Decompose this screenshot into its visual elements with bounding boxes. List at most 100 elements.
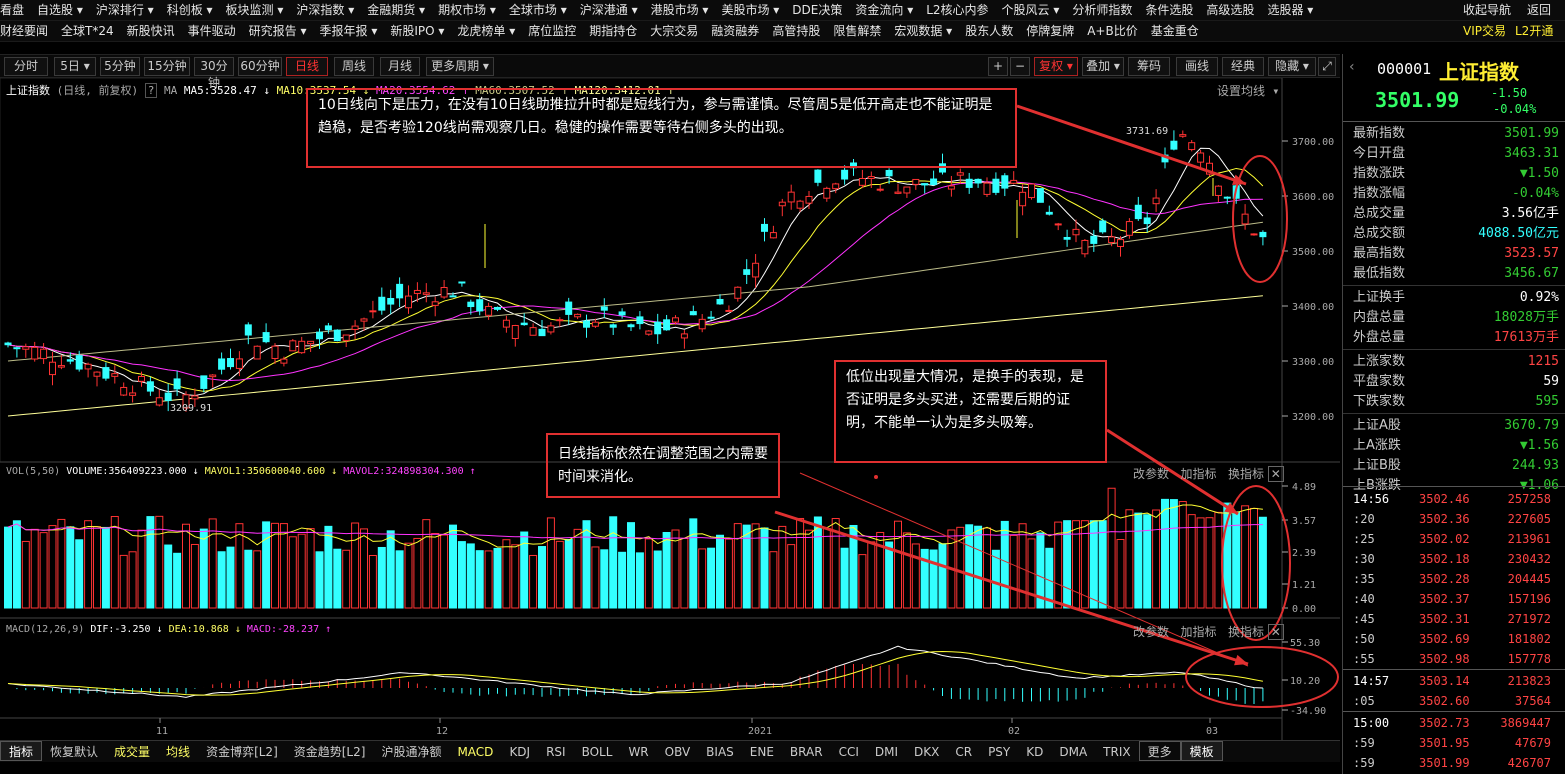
menu-item[interactable]: L2核心内参 [926,3,989,17]
indicator-tab[interactable]: 资金博弈[L2] [206,745,278,759]
menu-item[interactable]: A+B比价 [1087,24,1138,38]
indicator-tab[interactable]: DKX [914,745,940,759]
period-button[interactable]: 5分钟 [100,57,140,76]
indicator-tab[interactable]: OBV [664,745,691,759]
menu-item[interactable]: DDE决策 [792,3,843,17]
menu-item[interactable]: 宏观数据 ▾ [894,24,953,38]
menu-item[interactable]: 大宗交易 [650,24,699,38]
help-icon[interactable]: ? [144,83,158,98]
toolbar-right-button[interactable]: 隐藏 ▾ [1268,57,1316,76]
menu-item[interactable]: 全球T*24 [61,24,114,38]
indicator-tab[interactable]: 均线 [166,745,191,759]
toolbar-right-button[interactable]: − [1010,57,1030,76]
menu-item[interactable]: 高级选股 [1206,3,1255,17]
indicator-tab[interactable]: BOLL [581,745,613,759]
menu-item[interactable]: 沪深排行 ▾ [95,3,154,17]
menu-item[interactable]: 新股IPO ▾ [390,24,445,38]
period-button[interactable]: 60分钟 [238,57,282,76]
menu-item[interactable]: 看盘 [0,3,25,17]
menu-item[interactable]: 资金流向 ▾ [855,3,914,17]
menu-item[interactable]: 选股器 ▾ [1267,3,1314,17]
menu-item[interactable]: 新股快讯 [126,24,175,38]
indicator-tab[interactable]: 成交量 [114,745,151,759]
period-button[interactable]: 月线 [380,57,420,76]
indicator-tab[interactable]: MACD [457,745,494,759]
close-icon[interactable]: ✕ [1267,624,1284,640]
indicator-tab[interactable]: 沪股通净额 [381,745,442,759]
menu-item[interactable]: 期权市场 ▾ [438,3,496,17]
menu-item[interactable]: 返回 [1527,3,1552,17]
menu-item[interactable]: 限售解禁 [833,24,882,38]
menu-item[interactable]: 个股风云 ▾ [1001,3,1060,17]
period-button[interactable]: 30分钟 [194,57,234,90]
vol-switch-indicator-button[interactable]: 换指标 [1227,467,1264,481]
indicator-tab[interactable]: 指标 [0,741,43,761]
indicator-tab[interactable]: TRIX [1103,745,1131,759]
period-button[interactable]: 更多周期 ▾ [426,57,494,76]
toolbar-right-button[interactable]: 筹码 [1128,57,1170,76]
menu-item[interactable]: 期指持仓 [589,24,638,38]
indicator-tab[interactable]: RSI [546,745,566,759]
vol-add-indicator-button[interactable]: 加指标 [1180,467,1217,481]
indicator-tab[interactable]: BRAR [789,745,823,759]
menu-item[interactable]: 融资融券 [711,24,760,38]
indicator-tab[interactable]: BIAS [706,745,734,759]
indicator-tab[interactable]: 恢复默认 [50,745,99,759]
menu-item[interactable]: 高管持股 [772,24,821,38]
indicator-tab[interactable]: DMA [1059,745,1088,759]
indicator-tab[interactable]: KDJ [509,745,531,759]
menu-item[interactable]: 全球市场 ▾ [508,3,567,17]
period-button[interactable]: 日线 [286,57,328,76]
menu-item[interactable]: 季报年报 ▾ [319,24,378,38]
indicator-tab[interactable]: 更多 [1138,741,1181,761]
menu-item[interactable]: 收起导航 [1463,3,1512,17]
toolbar-right-button[interactable]: 复权 ▾ [1034,57,1078,76]
period-button[interactable]: 周线 [334,57,374,76]
period-button[interactable]: 5日 ▾ [54,57,96,76]
indicator-tab[interactable]: CR [955,745,973,759]
indicator-tab[interactable]: KD [1026,745,1044,759]
macd-edit-params-button[interactable]: 改参数 [1133,625,1170,639]
menu-item[interactable]: 分析师指数 [1072,3,1133,17]
menu-item[interactable]: 科创板 ▾ [166,3,213,17]
menu-item[interactable]: 停牌复牌 [1026,24,1075,38]
indicator-tab[interactable]: 模板 [1180,741,1223,761]
vol-edit-params-button[interactable]: 改参数 [1133,467,1170,481]
menu-item[interactable]: L2开通 [1515,24,1554,38]
menu-item[interactable]: 港股市场 ▾ [650,3,709,17]
kline-chart[interactable]: 3700.00 3600.00 3500.00 3400.00 3300.00 3200.… [0,78,1340,740]
chevron-left-icon[interactable]: ‹ [1349,59,1355,75]
toolbar-right-button[interactable]: 经典 [1222,57,1264,76]
menu-item[interactable]: 研究报告 ▾ [248,24,307,38]
toolbar-right-button[interactable]: 画线 [1176,57,1218,76]
close-icon[interactable]: ✕ [1267,466,1284,482]
menu-item[interactable]: 事件驱动 [187,24,236,38]
menu-item[interactable]: 基金重仓 [1150,24,1199,38]
indicator-tab[interactable]: ENE [749,745,774,759]
period-button[interactable]: 分时 [4,57,48,76]
ma-settings-button[interactable]: 设置均线 ▾ [1217,84,1280,98]
menu-item[interactable]: 金融期货 ▾ [367,3,426,17]
fullscreen-icon[interactable]: ⤢ [1318,57,1336,76]
macd-add-indicator-button[interactable]: 加指标 [1180,625,1217,639]
menu-item[interactable]: 板块监测 ▾ [225,3,284,17]
menu-item[interactable]: 沪深港通 ▾ [579,3,638,17]
indicator-tab[interactable]: DMI [874,745,898,759]
indicator-tab[interactable]: PSY [988,745,1011,759]
menu-item[interactable]: VIP交易 [1463,24,1506,38]
menu-item[interactable]: 龙虎榜单 ▾ [457,24,516,38]
toolbar-right-button[interactable]: 叠加 ▾ [1082,57,1124,76]
menu-item[interactable]: 自选股 ▾ [37,3,83,17]
menu-item[interactable]: 沪深指数 ▾ [296,3,355,17]
indicator-tab[interactable]: 资金趋势[L2] [293,745,366,759]
indicator-tab[interactable]: WR [628,745,649,759]
menu-item[interactable]: 条件选股 [1145,3,1194,17]
indicator-tab[interactable]: CCI [838,745,859,759]
toolbar-right-button[interactable]: + [988,57,1008,76]
menu-item[interactable]: 股东人数 [965,24,1014,38]
menu-item[interactable]: 席位监控 [528,24,577,38]
period-button[interactable]: 15分钟 [144,57,190,76]
menu-item[interactable]: 美股市场 ▾ [721,3,780,17]
menu-item[interactable]: 财经要闻 [0,24,49,38]
macd-switch-indicator-button[interactable]: 换指标 [1227,625,1264,639]
